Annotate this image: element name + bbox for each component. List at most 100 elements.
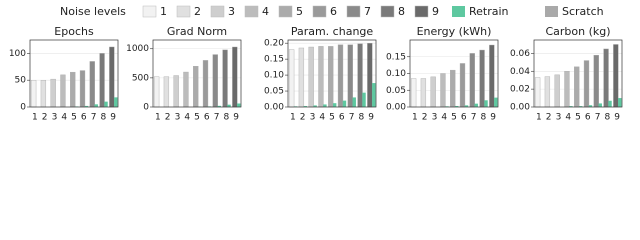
scratch-bar [60, 74, 66, 108]
scratch-bar [347, 44, 353, 108]
y-tick-label: 500 [132, 73, 149, 83]
x-tick-label: 8 [480, 113, 486, 123]
scratch-bar [367, 42, 373, 108]
y-tick-label: 0.15 [386, 52, 406, 62]
x-tick-label: 3 [310, 113, 316, 123]
x-tick-label: 8 [223, 113, 229, 123]
x-tick-label: 5 [451, 113, 457, 123]
scratch-bar [459, 63, 466, 108]
retrain-bar [84, 105, 89, 107]
x-tick-label: 9 [110, 113, 116, 123]
scratch-bar [479, 49, 485, 108]
legend-swatch [346, 5, 361, 18]
scratch-bar [173, 75, 179, 108]
y-tick-label: 100 [9, 49, 26, 59]
x-tick-label: 6 [585, 113, 591, 123]
x-tick-label: 1 [412, 113, 418, 123]
retrain-bar [323, 104, 327, 107]
legend-swatch [452, 6, 465, 17]
y-tick-label: 0 [143, 103, 149, 113]
scratch-bar [593, 54, 599, 108]
x-tick-label: 5 [71, 113, 77, 123]
axes-frame [533, 39, 623, 108]
chart-title: Carbon (kg) [545, 25, 610, 38]
x-tick-label: 4 [184, 113, 190, 123]
retrain-bar [618, 98, 622, 107]
scratch-bar [564, 71, 570, 108]
y-tick-label: 0.00 [386, 103, 406, 113]
x-tick-label: 3 [52, 113, 58, 123]
scratch-bar [50, 78, 56, 108]
x-tick-label: 1 [32, 113, 38, 123]
scratch-bar [298, 47, 305, 108]
retrain-bar [104, 101, 108, 107]
retrain-bar [362, 92, 366, 107]
x-tick-label: 7 [471, 113, 477, 123]
retrain-bar [313, 105, 317, 107]
legend-label: 6 [330, 5, 337, 18]
x-tick-label: 6 [339, 113, 345, 123]
scratch-bar [410, 78, 417, 108]
x-tick-label: 1 [290, 113, 296, 123]
x-tick-label: 2 [300, 113, 306, 123]
scratch-bar [308, 46, 314, 108]
retrain-bar [372, 83, 376, 107]
retrain-bar [342, 100, 347, 107]
scratch-bar [583, 60, 590, 108]
scratch-bar [337, 44, 344, 108]
x-tick-label: 4 [565, 113, 571, 123]
legend-label: 4 [262, 5, 269, 18]
y-tick-label: 0.05 [264, 87, 284, 97]
scratch-bar [222, 49, 228, 108]
scratch-bar [534, 77, 541, 108]
legend-swatch [380, 5, 395, 18]
x-tick-label: 4 [61, 113, 67, 123]
scratch-bar [489, 44, 495, 108]
scratch-bar [554, 74, 560, 108]
y-tick-label: 0.05 [386, 86, 406, 96]
retrain-bar [217, 105, 221, 107]
x-tick-label: 8 [358, 113, 364, 123]
y-tick-label: 0.10 [264, 71, 284, 81]
x-tick-label: 8 [100, 113, 106, 123]
axes-frame [152, 39, 242, 108]
x-tick-label: 1 [155, 113, 161, 123]
retrain-bar [94, 104, 98, 107]
legend-label: Retrain [469, 5, 509, 18]
scratch-bar [288, 49, 295, 108]
retrain-bar [114, 97, 118, 107]
y-tick-label: 0.00 [510, 103, 530, 113]
retrain-bar [484, 100, 488, 107]
chart-title: Param. change [291, 25, 374, 38]
scratch-bar [420, 78, 427, 108]
x-tick-label: 7 [595, 113, 601, 123]
legend-label: Scratch [562, 5, 604, 18]
scratch-bar [163, 76, 170, 108]
x-tick-label: 9 [490, 113, 496, 123]
scratch-bar [574, 66, 580, 108]
scratch-bar [193, 66, 199, 108]
scratch-bar [183, 71, 189, 108]
x-tick-label: 7 [91, 113, 97, 123]
legend-label: 2 [194, 5, 201, 18]
x-tick-label: 5 [329, 113, 335, 123]
retrain-bar [578, 106, 583, 107]
x-tick-label: 2 [42, 113, 48, 123]
x-tick-label: 3 [432, 113, 438, 123]
scratch-bar [544, 76, 551, 108]
retrain-bar [494, 97, 498, 107]
scratch-bar [603, 48, 609, 108]
retrain-bar [598, 103, 602, 107]
y-tick-label: 0 [20, 103, 26, 113]
retrain-bar [352, 97, 356, 107]
legend-swatch [278, 5, 293, 18]
x-tick-label: 9 [233, 113, 239, 123]
retrain-bar [464, 105, 469, 107]
retrain-bar [474, 103, 478, 107]
legend-label: 5 [296, 5, 303, 18]
legend-swatch [210, 5, 225, 18]
x-tick-label: 9 [614, 113, 620, 123]
scratch-bar [318, 46, 324, 108]
retrain-bar [608, 100, 612, 107]
x-tick-label: 5 [575, 113, 581, 123]
